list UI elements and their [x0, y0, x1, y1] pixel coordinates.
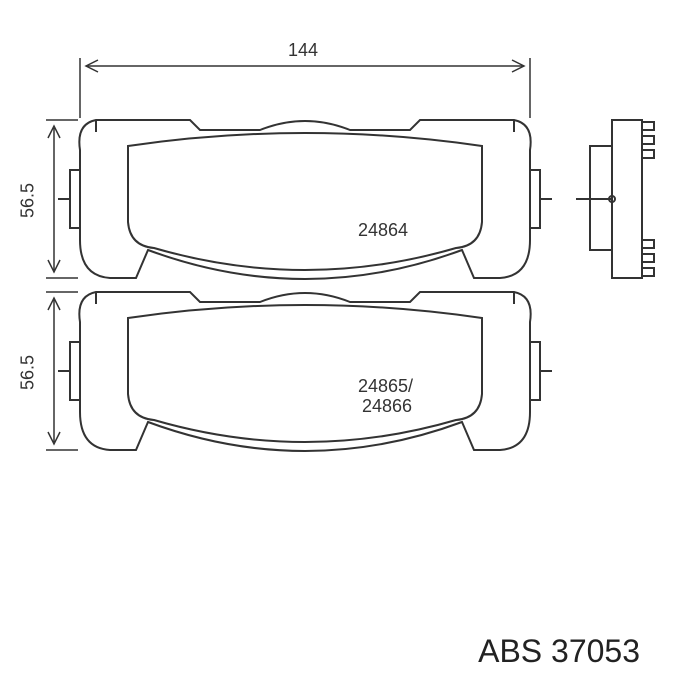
dim-h2-value: 56.5 — [18, 353, 39, 393]
pad1-label: 24864 — [358, 220, 408, 241]
dim-h1-value: 56.5 — [18, 181, 39, 221]
pad2-label-top: 24865/ — [358, 376, 413, 397]
pad2-outline — [58, 292, 552, 451]
footer-partnum: ABS 37053 — [478, 633, 640, 670]
diagram-canvas: 144 56.5 56.5 24864 24865/ 24866 ABS 370… — [0, 0, 700, 700]
pad2-label-bot: 24866 — [362, 396, 412, 417]
dim-width-value: 144 — [288, 40, 318, 61]
pad1-outline — [58, 120, 552, 279]
side-profile — [576, 120, 654, 278]
dim-width-group — [80, 58, 530, 118]
drawing-svg — [0, 0, 700, 700]
